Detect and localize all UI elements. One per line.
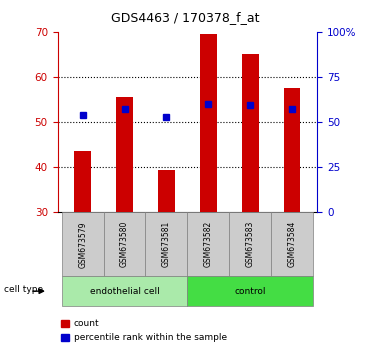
Text: GSM673584: GSM673584 — [288, 221, 296, 268]
Text: GSM673580: GSM673580 — [120, 221, 129, 268]
Bar — [284, 88, 301, 212]
Bar — [242, 55, 259, 212]
Bar — [74, 152, 91, 212]
Text: count: count — [74, 319, 99, 329]
Text: cell type: cell type — [4, 285, 43, 294]
Text: GSM673582: GSM673582 — [204, 221, 213, 267]
Text: GDS4463 / 170378_f_at: GDS4463 / 170378_f_at — [111, 11, 260, 24]
Text: percentile rank within the sample: percentile rank within the sample — [74, 333, 227, 342]
Bar — [200, 34, 217, 212]
Text: GSM673581: GSM673581 — [162, 221, 171, 267]
Text: endothelial cell: endothelial cell — [90, 287, 160, 296]
Text: GSM673583: GSM673583 — [246, 221, 255, 268]
Text: GSM673579: GSM673579 — [78, 221, 87, 268]
Text: control: control — [234, 287, 266, 296]
Bar — [116, 97, 133, 212]
Bar — [158, 170, 175, 212]
